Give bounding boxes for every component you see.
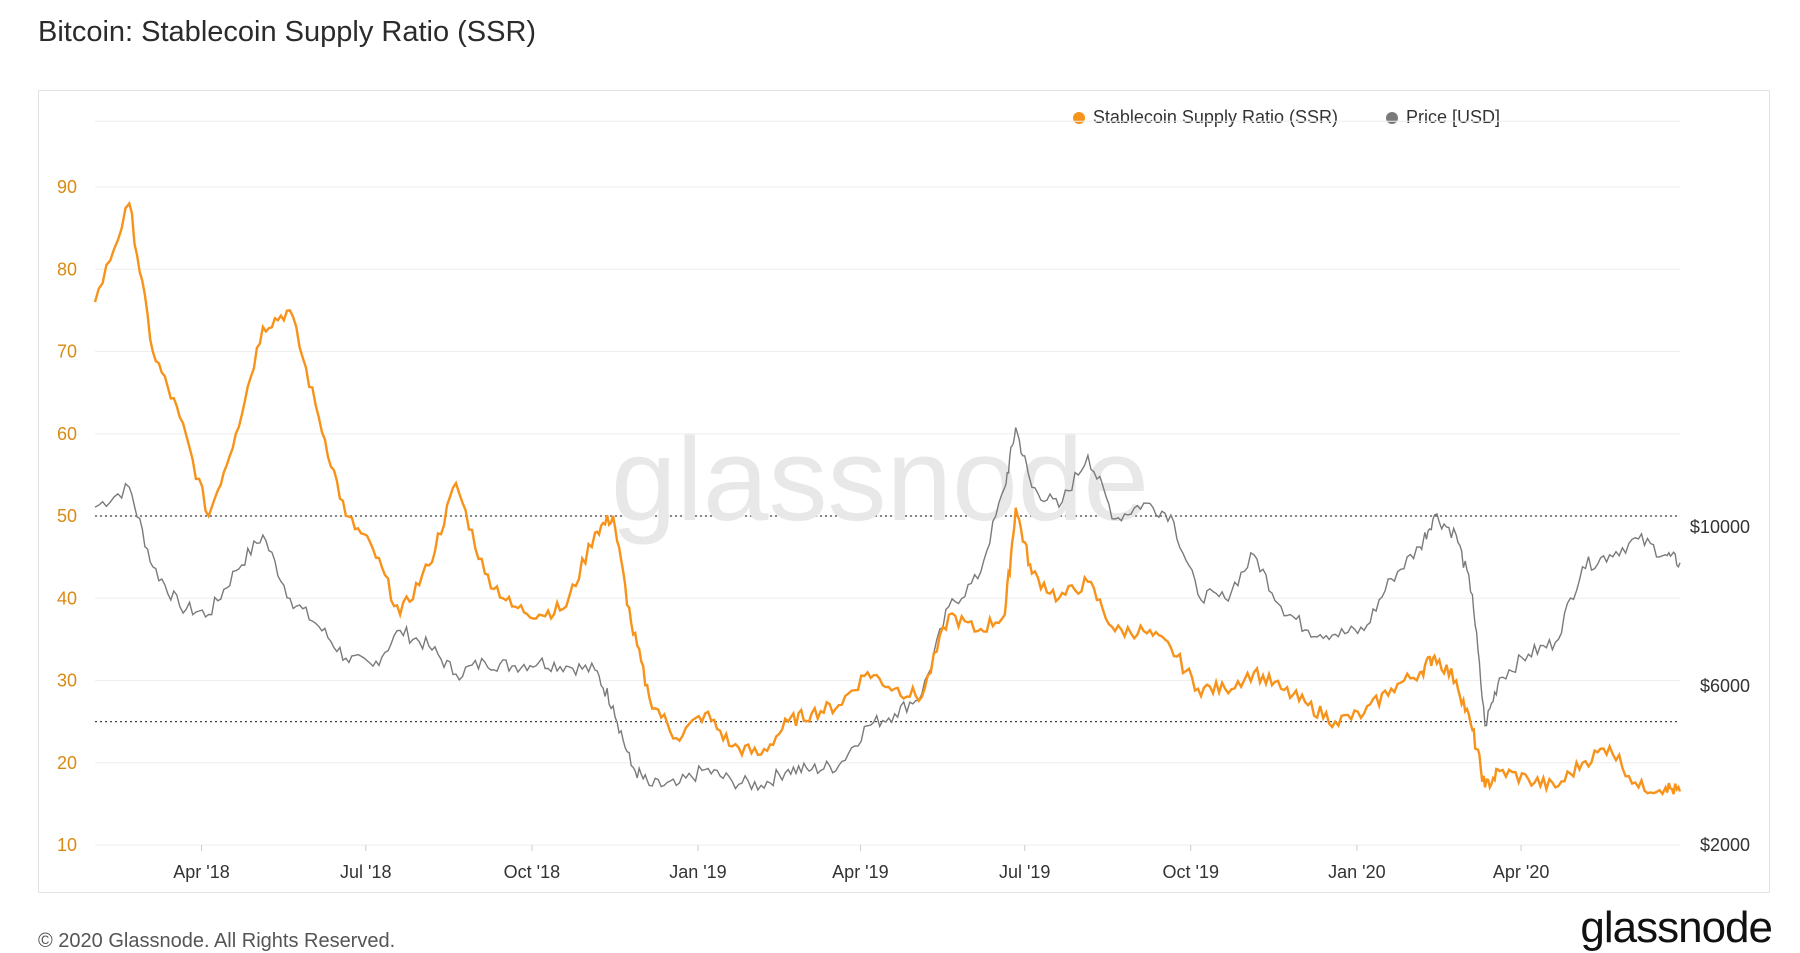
right-tick-label: $10000 <box>1690 517 1750 537</box>
legend: Stablecoin Supply Ratio (SSR) Price [USD… <box>1072 107 1500 128</box>
x-tick-label: Apr '19 <box>832 862 888 882</box>
left-tick-label: 40 <box>57 588 77 608</box>
x-tick-label: Jul '18 <box>340 862 391 882</box>
copyright-footer: © 2020 Glassnode. All Rights Reserved. <box>38 930 396 952</box>
brand-logo: glassnode <box>1580 903 1773 952</box>
x-tick-label: Jan '19 <box>669 862 726 882</box>
chart-title: Bitcoin: Stablecoin Supply Ratio (SSR) <box>38 16 537 48</box>
left-tick-label: 10 <box>57 835 77 855</box>
x-tick-label: Jan '20 <box>1328 862 1385 882</box>
left-tick-label: 60 <box>57 424 77 444</box>
x-tick-label: Apr '18 <box>173 862 229 882</box>
x-tick-label: Oct '18 <box>504 862 560 882</box>
chart-panel <box>38 90 1770 893</box>
right-tick-label: $2000 <box>1700 835 1750 855</box>
ssr-series <box>93 200 1682 797</box>
left-tick-label: 90 <box>57 177 77 197</box>
x-axis-ticks: Apr '18 Jul '18 Oct '18 Jan '19 Apr '19 Jul '… <box>173 845 1549 882</box>
legend-ssr-swatch <box>1072 111 1085 124</box>
x-tick-label: Jul '19 <box>999 862 1050 882</box>
left-tick-label: 20 <box>57 753 77 773</box>
legend-item-price[interactable]: Price [USD] <box>1385 107 1500 128</box>
right-tick-label: $6000 <box>1700 676 1750 696</box>
right-axis-ticks: $2000 $6000 $10000 <box>1690 517 1750 855</box>
left-axis-ticks: 10 20 30 40 50 60 70 80 90 <box>57 177 77 855</box>
legend-price-swatch <box>1385 111 1398 124</box>
left-tick-label: 80 <box>57 259 77 279</box>
grid <box>95 120 1680 846</box>
legend-ssr-label: Stablecoin Supply Ratio (SSR) <box>1092 107 1338 127</box>
legend-price-label: Price [USD] <box>1405 107 1500 127</box>
x-tick-label: Oct '19 <box>1163 862 1219 882</box>
ssr-line <box>93 200 1682 797</box>
left-tick-label: 50 <box>57 506 77 526</box>
left-tick-label: 30 <box>57 671 77 691</box>
legend-item-ssr[interactable]: Stablecoin Supply Ratio (SSR) <box>1072 107 1338 128</box>
watermark: glassnode <box>611 414 1149 546</box>
reference-lines <box>95 515 1680 723</box>
left-tick-label: 70 <box>57 342 77 362</box>
x-tick-label: Apr '20 <box>1493 862 1549 882</box>
